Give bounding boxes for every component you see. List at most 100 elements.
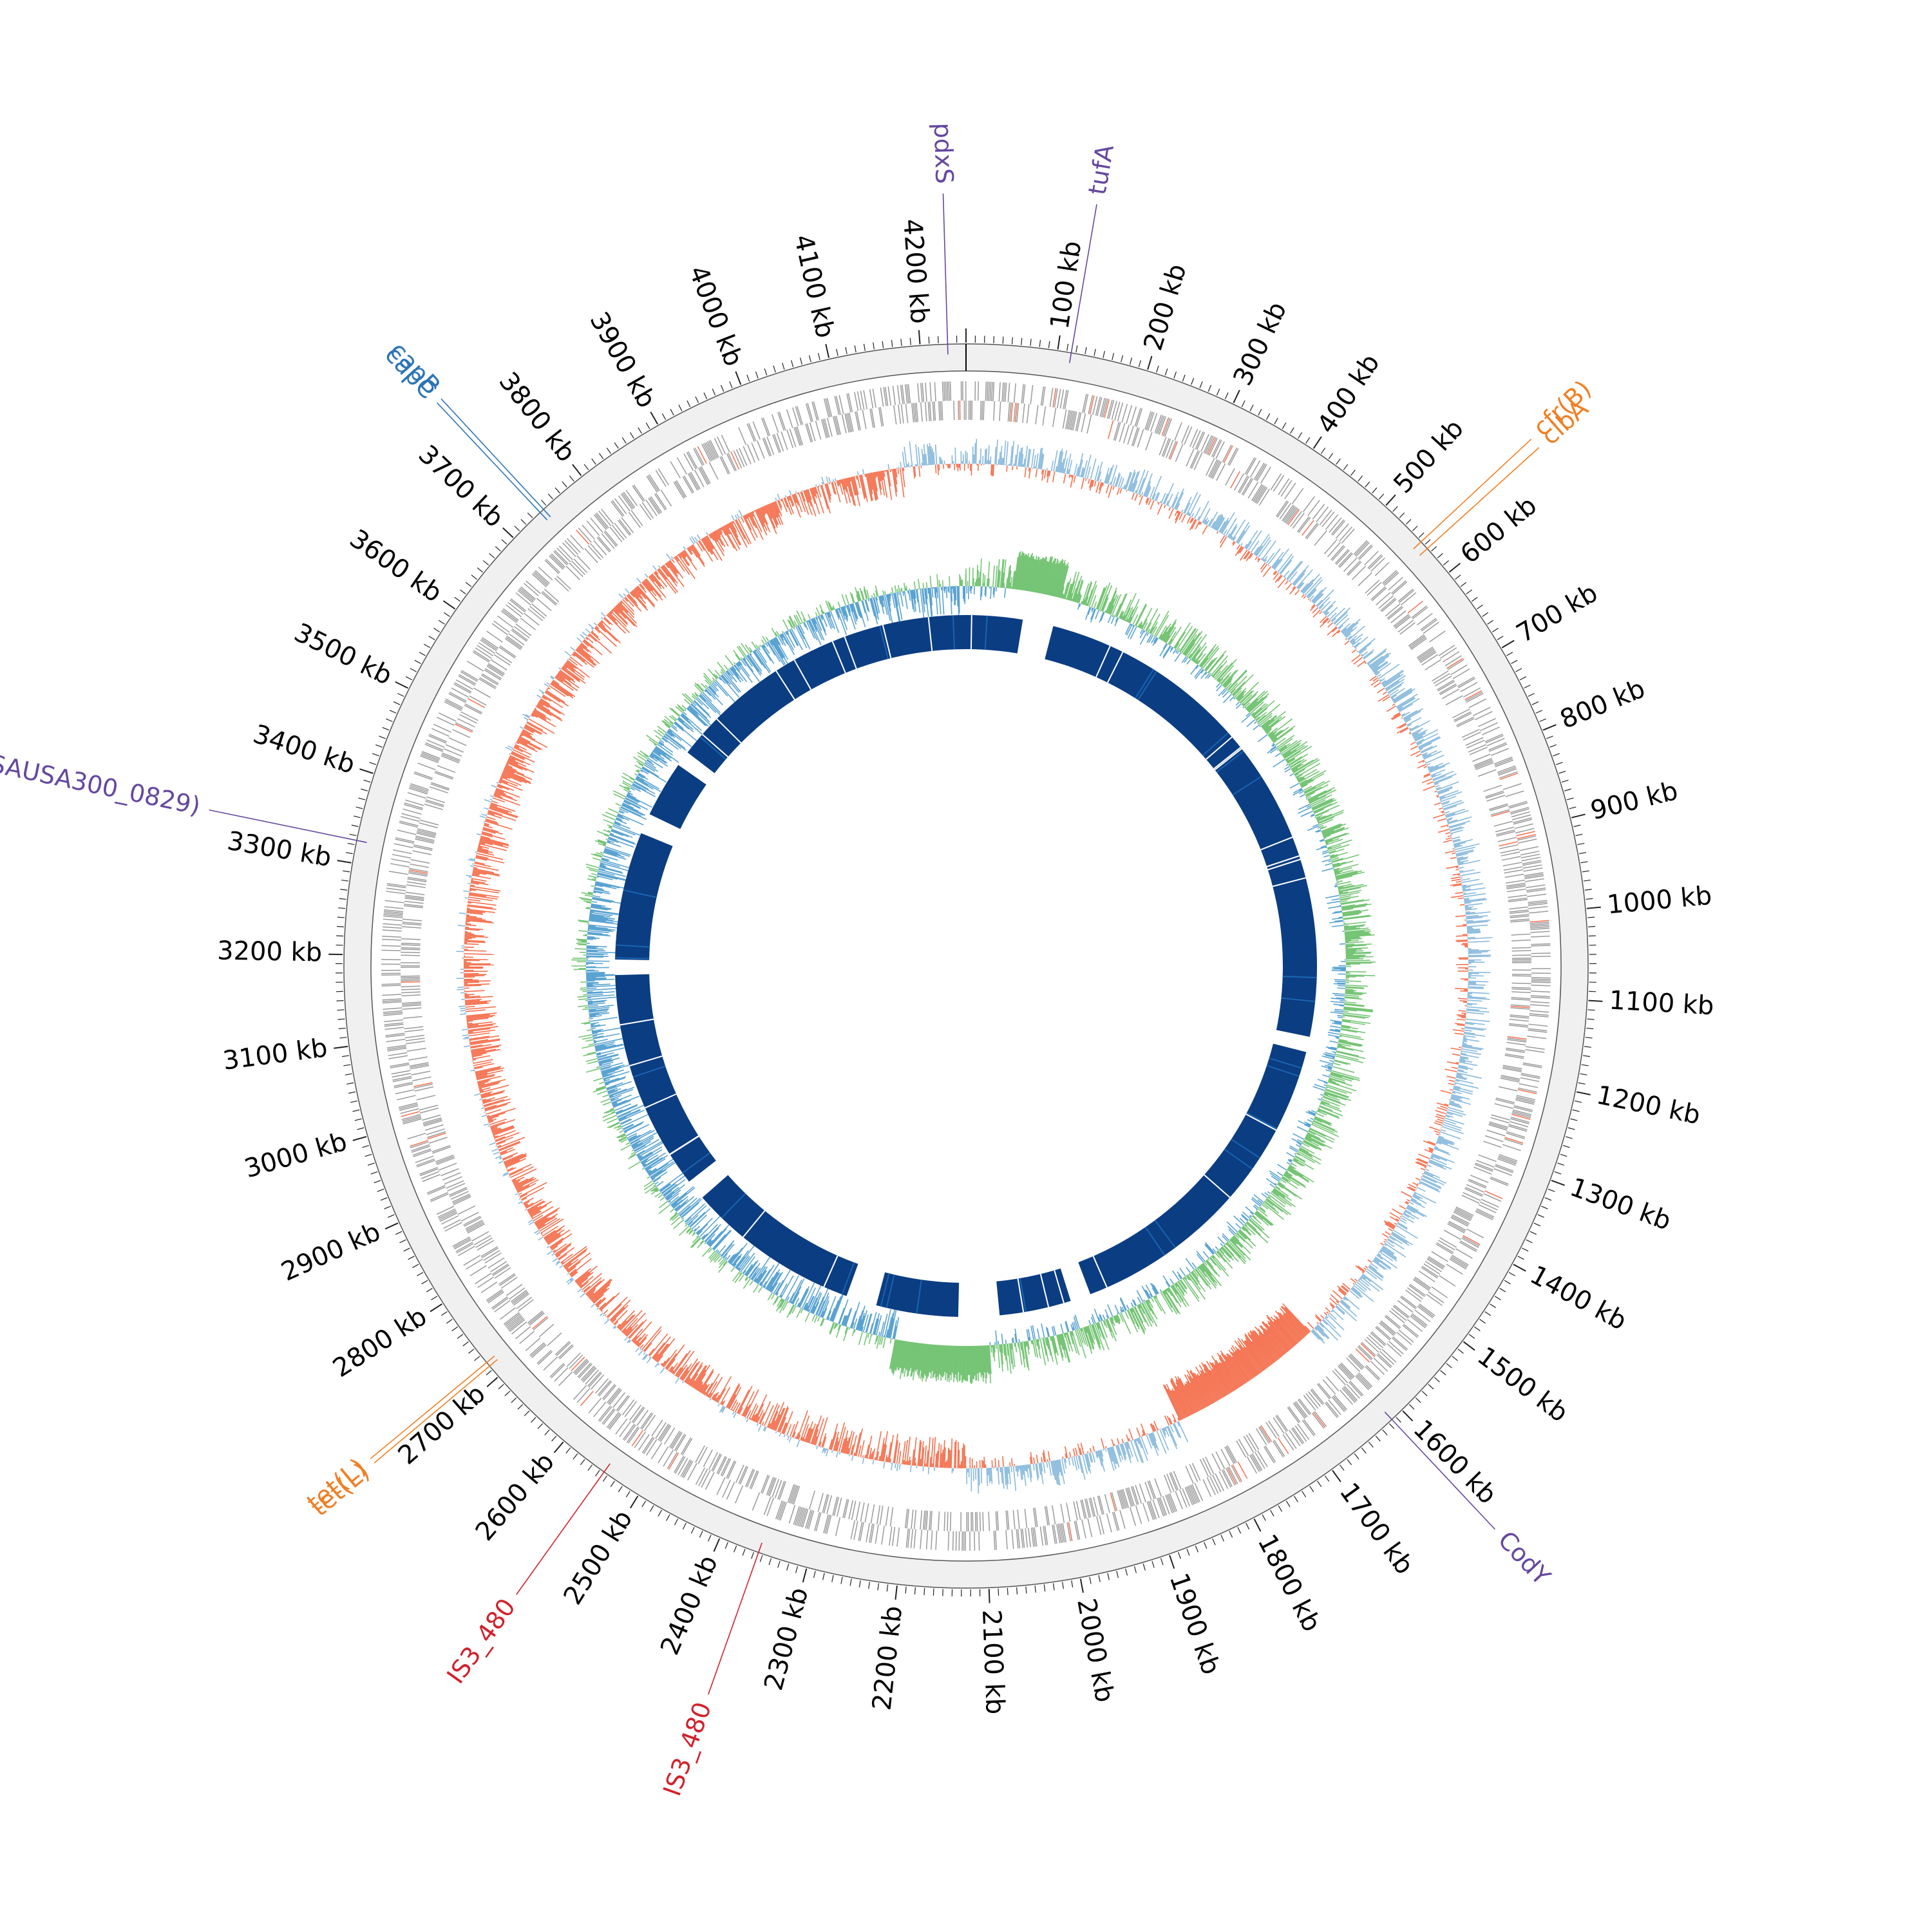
minor-tick: [1298, 432, 1303, 439]
cds-feature: [658, 1423, 669, 1441]
gc-bar-positive: [1445, 813, 1455, 817]
gc-bar-negative: [588, 634, 597, 642]
gc-bar-positive: [1374, 1258, 1379, 1263]
cds-feature: [423, 1120, 442, 1127]
gc-bar-positive: [599, 1312, 603, 1316]
gc-bar-negative: [1408, 1184, 1417, 1189]
gc-bar-negative: [545, 690, 565, 703]
gc-bar-negative: [726, 1383, 740, 1408]
cds-feature: [935, 1530, 938, 1550]
gc-bar-negative: [687, 1378, 691, 1385]
gc-bar-negative: [1245, 1337, 1269, 1368]
cds-feature: [573, 558, 588, 573]
gc-bar-positive: [1170, 1425, 1174, 1433]
gc-bar-positive: [1315, 1325, 1329, 1340]
cds-feature: [386, 891, 406, 895]
gc-bar-negative: [770, 503, 777, 518]
cds-feature: [698, 468, 708, 486]
cds-feature: [401, 813, 421, 819]
cds-feature: [1209, 1475, 1219, 1494]
gc-bar-positive: [1387, 681, 1405, 694]
gc-bar-positive: [1148, 1434, 1154, 1446]
minor-tick: [460, 589, 466, 594]
gc-bar-negative: [878, 1455, 881, 1461]
gc-bar-positive: [1348, 625, 1365, 641]
gc-bar-negative: [1303, 595, 1307, 599]
cds-feature: [1287, 1407, 1300, 1424]
gc-bar-negative: [775, 1408, 786, 1432]
gc-bar-negative: [829, 1423, 838, 1450]
cds-feature: [922, 383, 925, 402]
gc-bar-negative: [469, 1038, 500, 1045]
minor-tick: [471, 574, 478, 580]
gc-bar-negative: [477, 848, 493, 853]
minor-tick: [405, 676, 413, 681]
gc-bar-negative: [656, 1338, 676, 1362]
minor-tick: [412, 1264, 419, 1268]
gc-bar-negative: [542, 694, 564, 708]
gc-bar-negative: [721, 1401, 724, 1405]
cds-feature: [1227, 447, 1238, 466]
minor-tick: [1328, 453, 1334, 460]
gc-bar-positive: [1368, 656, 1383, 667]
cds-feature: [612, 1392, 626, 1408]
gc-bar-negative: [713, 1392, 719, 1401]
cds-feature: [566, 1352, 582, 1367]
gc-bar-negative: [587, 634, 590, 638]
gc-bar-positive: [1419, 748, 1423, 751]
gc-bar-negative: [1236, 1349, 1256, 1378]
gc-bar-positive: [507, 745, 514, 749]
gc-bar-positive: [524, 717, 529, 721]
gc-bar-positive: [1056, 451, 1061, 473]
gc-bar-negative: [715, 529, 721, 538]
cds-feature: [614, 522, 627, 539]
cds-feature: [1030, 384, 1034, 404]
minor-tick: [591, 458, 596, 465]
gc-bar-negative: [1189, 1370, 1209, 1406]
gc-bar-negative: [1311, 604, 1316, 609]
gc-bar-negative: [1186, 1374, 1206, 1408]
gc-bar-positive: [1000, 1467, 1003, 1484]
gc-bar-positive: [462, 1034, 469, 1037]
cds-feature: [603, 1385, 617, 1401]
minor-tick: [1204, 1542, 1208, 1549]
cds-feature: [1164, 418, 1172, 437]
cds-feature: [1129, 1507, 1137, 1526]
cds-feature: [1463, 1192, 1481, 1201]
gc-bar-positive: [1390, 694, 1397, 699]
cds-feature: [401, 1111, 420, 1117]
gc-bar-positive: [1208, 518, 1213, 527]
major-tick: [988, 1589, 990, 1604]
cds-feature: [478, 642, 495, 654]
gc-bar-positive: [547, 1245, 550, 1249]
cds-feature: [1387, 1343, 1402, 1357]
gc-bar-positive: [1325, 1316, 1327, 1319]
gc-bar-negative: [1370, 679, 1379, 686]
gc-bar-negative: [629, 1319, 647, 1340]
cds-feature: [1468, 744, 1487, 753]
cds-feature: [996, 1511, 999, 1531]
gc-bar-negative: [943, 1440, 945, 1468]
cds-feature: [464, 705, 482, 715]
cds-feature: [1437, 681, 1455, 692]
cds-feature: [1469, 746, 1488, 755]
gc-bar-positive: [482, 1114, 487, 1117]
cds-feature: [506, 635, 523, 648]
major-tick: [1586, 906, 1601, 909]
gc-bar-negative: [470, 1044, 492, 1049]
cds-feature: [811, 401, 818, 421]
cds-feature: [1227, 1467, 1237, 1485]
minor-tick: [618, 1486, 623, 1493]
cds-feature: [1420, 618, 1437, 630]
cds-feature: [1510, 915, 1530, 918]
gc-bar-negative: [1399, 728, 1409, 734]
gc-bar-negative: [1428, 1147, 1434, 1150]
gc-bar-negative: [500, 775, 507, 779]
cds-feature: [607, 1412, 621, 1429]
cds-feature: [1298, 517, 1311, 533]
gc-bar-negative: [1232, 541, 1236, 546]
cds-feature: [1108, 420, 1114, 439]
cds-feature: [655, 1422, 667, 1439]
minor-tick: [1354, 1453, 1359, 1460]
minor-tick: [658, 1510, 662, 1517]
